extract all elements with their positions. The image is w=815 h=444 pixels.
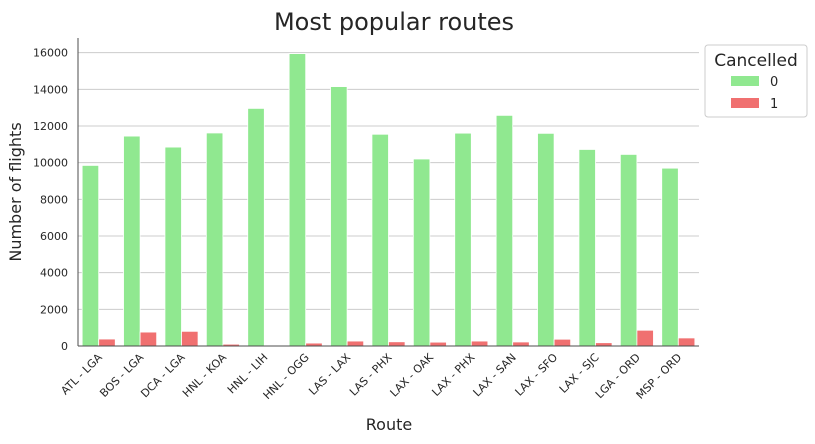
legend-swatch-1 [731, 98, 759, 108]
bar-msp-ord-series-1 [677, 337, 696, 347]
bar-las-lax-series-1 [346, 340, 365, 347]
bar-lax-phx-series-1 [470, 340, 489, 347]
y-tick-label: 4000 [40, 267, 68, 280]
bar-msp-ord-series-0 [661, 167, 679, 347]
bar-lga-ord-series-0 [619, 154, 638, 347]
x-tick-label: DCA - LGA [138, 351, 188, 401]
bar-lax-san-series-0 [495, 114, 514, 347]
y-tick-label: 10000 [33, 157, 68, 170]
x-axis-label: Route [366, 415, 412, 434]
bar-las-phx-series-0 [371, 133, 389, 347]
legend-swatch-0 [731, 76, 759, 86]
y-tick-label: 12000 [33, 120, 68, 133]
bar-lax-san-series-1 [512, 341, 530, 347]
y-tick-label: 6000 [40, 230, 68, 243]
bar-atl-lga-series-0 [81, 165, 100, 347]
bar-dca-lga-series-0 [164, 146, 182, 347]
bar-lga-ord-series-1 [636, 329, 654, 347]
bar-lax-sfo-series-1 [553, 338, 572, 347]
legend-title: Cancelled [714, 51, 798, 71]
bar-dca-lga-series-1 [181, 330, 199, 347]
bar-lax-sfo-series-0 [537, 132, 555, 347]
y-tick-label: 0 [61, 340, 68, 353]
x-tick-label: LAX - PHX [429, 351, 477, 399]
x-tick-label: LAX - SFO [513, 351, 561, 399]
axes [77, 38, 699, 347]
x-tick-label: LAX - OAK [388, 350, 437, 399]
y-tick-label: 8000 [40, 193, 68, 206]
bar-lax-sjc-series-0 [578, 149, 596, 347]
y-tick-labels: 0 2000 4000 6000 8000 10000 12000 14000 16000 [33, 47, 68, 353]
y-tick-label: 14000 [33, 83, 68, 96]
x-tick-label: HNL - KOA [180, 351, 229, 400]
legend-label-1: 1 [770, 97, 778, 112]
y-axis-label: Number of flights [6, 122, 25, 261]
legend: Cancelled 0 1 [704, 44, 808, 118]
x-tick-label: LAX - SAN [470, 351, 518, 399]
bar-las-lax-series-0 [330, 86, 348, 347]
bar-bos-lga-series-1 [139, 331, 158, 347]
bar-lax-oak-series-0 [412, 158, 431, 347]
x-tick-label: LAS - LAX [306, 351, 353, 398]
y-tick-label: 16000 [33, 47, 68, 60]
legend-label-0: 0 [770, 75, 778, 90]
bar-lax-oak-series-1 [429, 341, 447, 347]
bar-atl-lga-series-1 [98, 338, 116, 347]
bar-las-phx-series-1 [388, 341, 406, 347]
chart-title: Most popular routes [274, 8, 514, 36]
bar-hnl-koa-series-0 [205, 132, 224, 347]
bar-hnl-lih-series-0 [247, 108, 265, 347]
y-tick-label: 2000 [40, 303, 68, 316]
bar-lax-phx-series-0 [454, 132, 472, 347]
bar-hnl-ogg-series-0 [288, 53, 307, 347]
bar-bos-lga-series-0 [123, 135, 141, 347]
